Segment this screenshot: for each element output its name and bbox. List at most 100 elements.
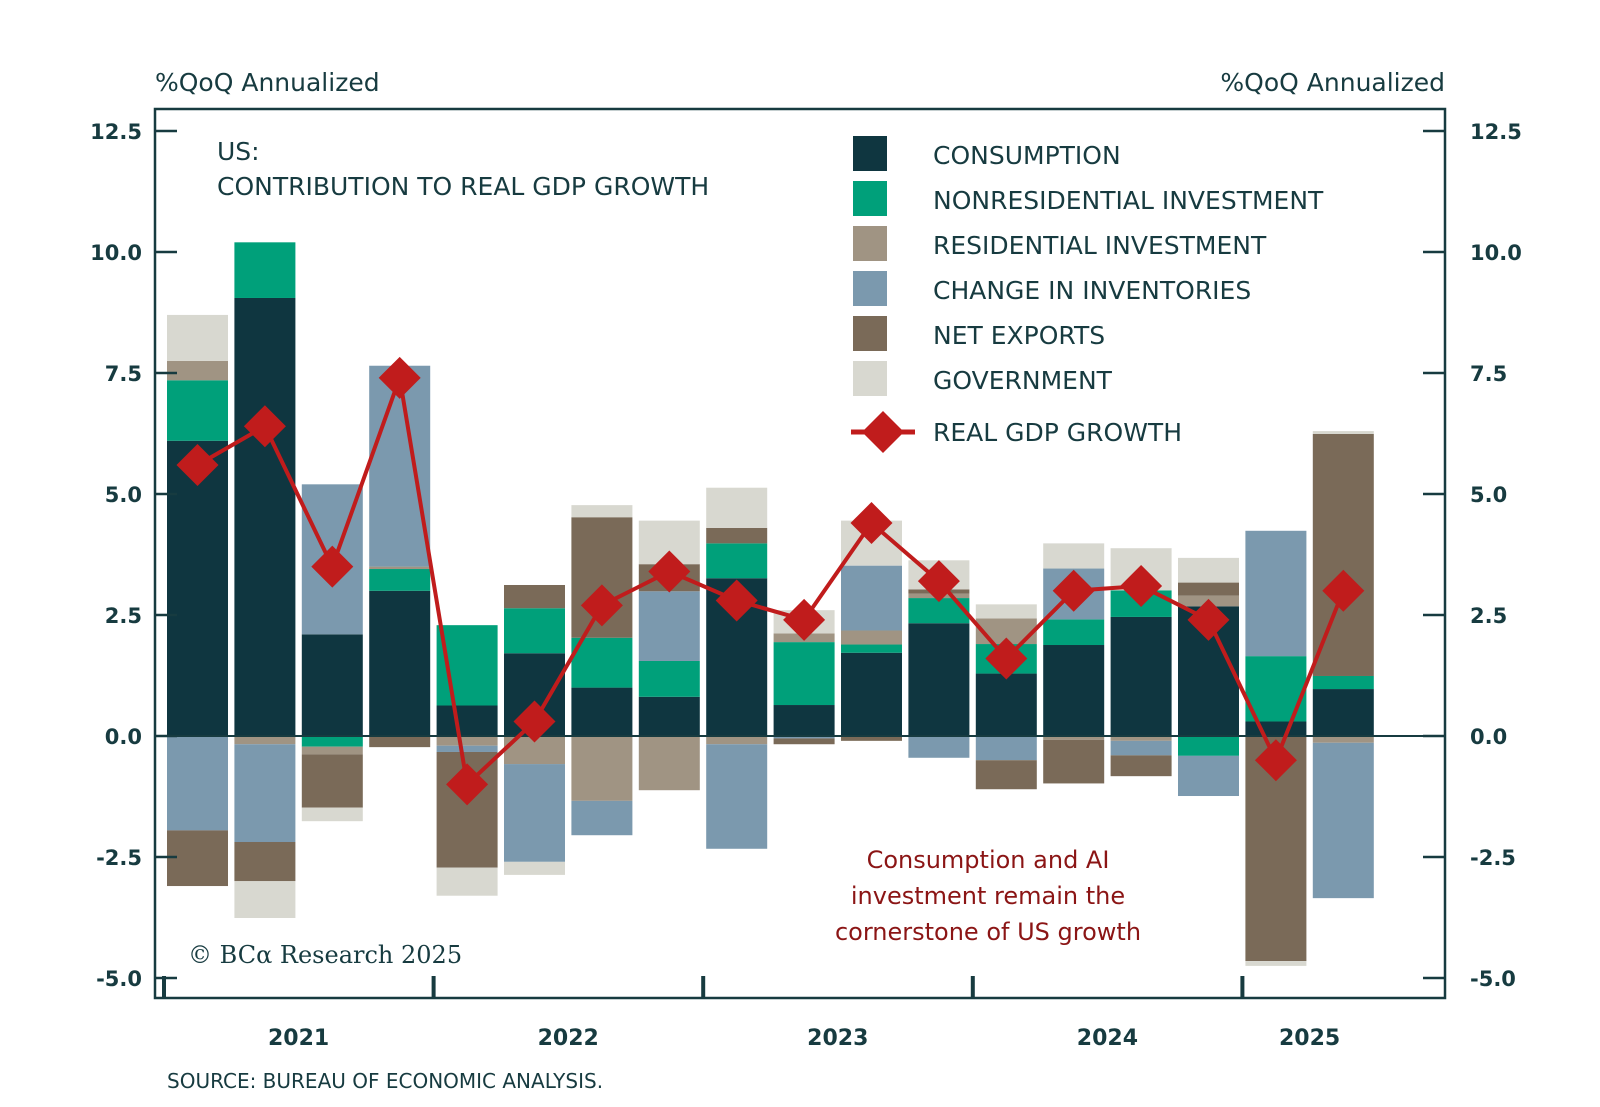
bar-segment-nonresidential-investment (841, 644, 902, 653)
right-y-tick-label: 12.5 (1470, 120, 1522, 144)
bar-segment-government (1178, 557, 1239, 583)
bar-segment-change-in-inventories (975, 736, 1037, 761)
left-y-tick-label: 10.0 (90, 241, 142, 265)
bar-segment-government (167, 314, 228, 361)
x-year-label: 2025 (1279, 1026, 1340, 1051)
bar-stack-2024Q4 (1178, 557, 1239, 797)
legend-label: CHANGE IN INVENTORIES (933, 276, 1251, 305)
right-axis-unit-label: %QoQ Annualized (1220, 68, 1445, 97)
bar-segment-change-in-inventories (638, 591, 700, 661)
bar-segment-change-in-inventories (369, 365, 431, 567)
legend-swatch-change-in-inventories (853, 271, 887, 306)
bar-segment-nonresidential-investment (234, 242, 296, 298)
left-y-tick-label: 2.5 (105, 604, 142, 628)
gdp-growth-marker-2023Q4 (917, 560, 960, 603)
left-y-tick-label: 7.5 (105, 362, 142, 386)
gdp-growth-marker-2022Q3 (580, 584, 623, 627)
bar-stack-2024Q3 (1110, 548, 1172, 777)
bar-segment-consumption (301, 634, 363, 736)
bar-segment-nonresidential-investment (167, 380, 228, 441)
legend: CONSUMPTION NONRESIDENTIAL INVESTMENT RESI… (851, 136, 1324, 453)
bar-segment-government (504, 861, 565, 875)
source-label: SOURCE: BUREAU OF ECONOMIC ANALYSIS. (167, 1069, 603, 1093)
right-y-tick-label: -5.0 (1470, 967, 1516, 991)
x-year-label: 2024 (1077, 1026, 1138, 1051)
axis-layer: 12.5 12.5 10.0 10.0 7.5 7.5 5.0 5.0 2.5 2.5 0.0 0.0… (90, 120, 1522, 1051)
gdp-growth-marker-2021Q3 (311, 545, 354, 588)
bar-segment-nonresidential-investment (706, 543, 768, 579)
bar-stack-2021Q3 (301, 484, 363, 822)
right-y-tick-label: 0.0 (1470, 725, 1507, 749)
bar-stack-2021Q1 (167, 314, 228, 887)
bar-segment-net-exports (167, 830, 228, 887)
bar-segment-residential-investment (167, 360, 228, 381)
chart-subtitle: CONTRIBUTION TO REAL GDP GROWTH (217, 172, 709, 201)
bar-segment-government (1043, 543, 1105, 569)
bar-segment-residential-investment (706, 736, 768, 745)
bar-segment-net-exports (504, 584, 565, 609)
left-y-tick-label: 0.0 (105, 725, 142, 749)
legend-swatch-residential-investment (853, 226, 887, 261)
right-y-tick-label: 10.0 (1470, 241, 1522, 265)
gdp-growth-marker-2024Q3 (1120, 564, 1163, 607)
bar-stack-2021Q4 (369, 365, 431, 748)
right-y-tick-label: 7.5 (1470, 362, 1507, 386)
bar-segment-government (706, 487, 768, 528)
bar-segment-residential-investment (234, 736, 296, 745)
legend-swatch-net-exports (853, 316, 887, 351)
bar-segment-residential-investment (1043, 736, 1105, 740)
left-y-tick-label: 5.0 (105, 483, 142, 507)
bar-segment-consumption (908, 623, 970, 736)
gdp-growth-marker-2024Q2 (1052, 569, 1095, 612)
bar-segment-nonresidential-investment (369, 569, 431, 591)
bar-segment-change-in-inventories (1312, 742, 1374, 899)
legend-label: GOVERNMENT (933, 366, 1113, 395)
bar-segment-change-in-inventories (167, 736, 228, 831)
gdp-growth-marker-2023Q3 (850, 502, 893, 545)
bar-stack-2023Q1 (706, 487, 768, 849)
bar-segment-net-exports (1178, 582, 1239, 596)
bar-segment-net-exports (1043, 739, 1105, 784)
left-axis-unit-label: %QoQ Annualized (155, 68, 380, 97)
legend-gdp-diamond-icon (862, 411, 904, 453)
bar-segment-consumption (571, 687, 633, 736)
bar-stack-2021Q2 (234, 242, 296, 918)
legend-label: CONSUMPTION (933, 141, 1121, 170)
bar-segment-consumption (234, 297, 296, 736)
annotation-line-1: Consumption and AI (867, 846, 1110, 874)
gdp-growth-marker-2023Q2 (783, 598, 826, 641)
bar-segment-government (436, 867, 498, 896)
annotation-line-3: cornerstone of US growth (835, 918, 1141, 946)
gdp-growth-marker-2024Q4 (1187, 598, 1230, 641)
legend-label: NET EXPORTS (933, 321, 1105, 350)
legend-label: REAL GDP GROWTH (933, 418, 1182, 447)
bar-segment-nonresidential-investment (571, 637, 633, 688)
gdp-growth-marker-2021Q1 (176, 443, 219, 486)
legend-swatch-consumption (853, 136, 887, 171)
left-y-tick-label: -2.5 (96, 846, 142, 870)
x-year-label: 2021 (268, 1026, 329, 1051)
gdp-line-layer (176, 356, 1365, 806)
bar-segment-government (1245, 961, 1307, 966)
legend-swatch-nonresidential-investment (853, 181, 887, 216)
bar-segment-net-exports (301, 754, 363, 808)
bar-segment-residential-investment (301, 746, 363, 755)
legend-swatch-government (853, 361, 887, 396)
bar-segment-government (234, 881, 296, 918)
bar-segment-change-in-inventories (773, 736, 835, 739)
bar-segment-government (975, 604, 1037, 619)
right-y-tick-label: -2.5 (1470, 846, 1516, 870)
bar-segment-residential-investment (571, 736, 633, 801)
bar-segment-change-in-inventories (1178, 755, 1239, 797)
gdp-growth-marker-2021Q2 (243, 405, 286, 448)
bar-segment-nonresidential-investment (1043, 619, 1105, 646)
left-y-tick-label: 12.5 (90, 120, 142, 144)
bar-segment-change-in-inventories (908, 736, 970, 758)
bar-segment-net-exports (1312, 433, 1374, 676)
plot-frame (153, 107, 1447, 1000)
right-y-tick-label: 2.5 (1470, 604, 1507, 628)
bar-segment-residential-investment (436, 736, 498, 746)
bar-segment-change-in-inventories (841, 565, 902, 631)
left-y-tick-label: -5.0 (96, 967, 142, 991)
